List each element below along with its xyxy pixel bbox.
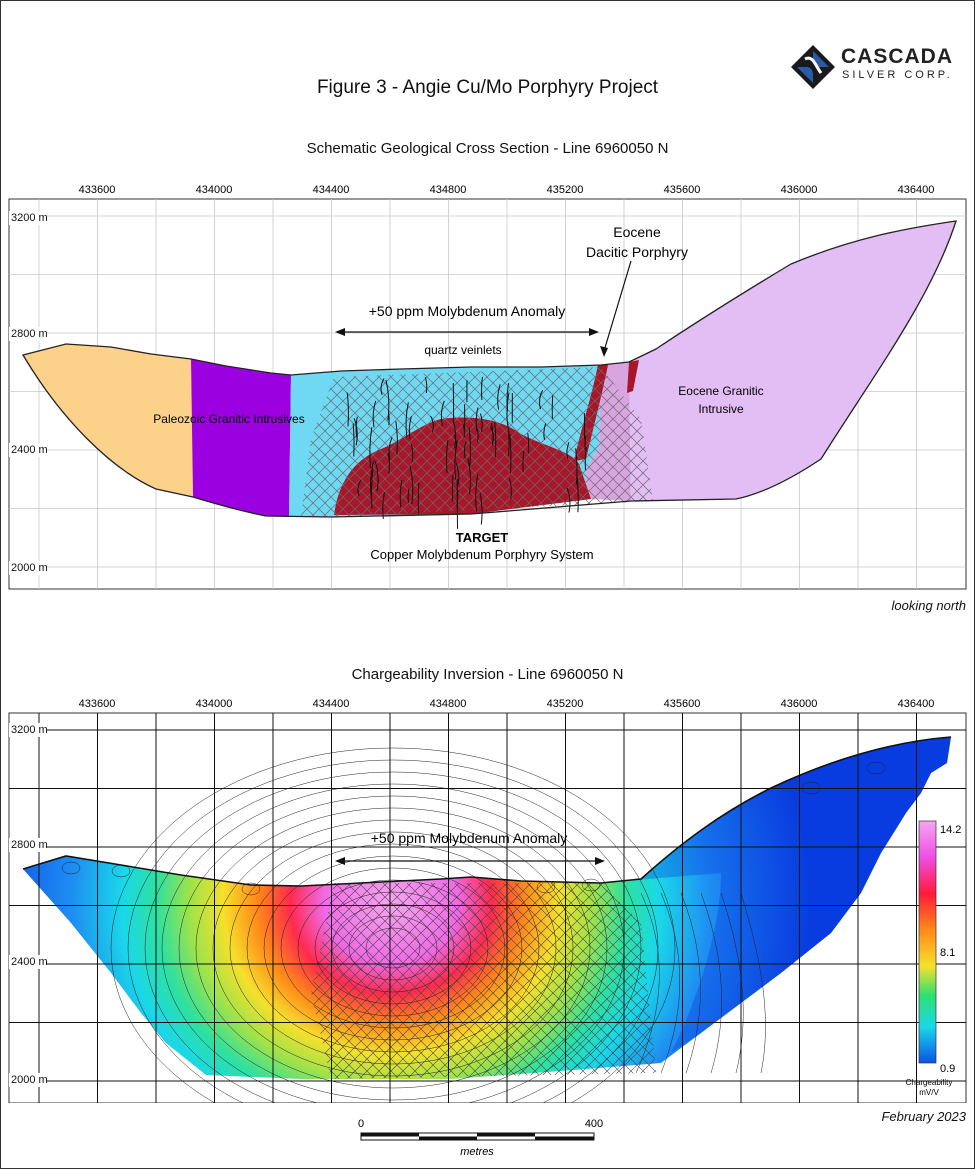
x-tick-label: 435600 [664, 184, 701, 196]
low-chargeability-zone [601, 737, 951, 1053]
x-tick-label: 434000 [196, 698, 233, 710]
colorbar-max: 14.2 [940, 824, 961, 836]
section1-subtitle: Schematic Geological Cross Section - Lin… [306, 140, 669, 157]
date-note: February 2023 [881, 1109, 966, 1124]
label-intrusive: Intrusive [698, 402, 744, 416]
section2-elev-2000: 2000 m [11, 1074, 48, 1086]
section1-elev-2400: 2400 m [11, 444, 48, 456]
scale-start: 0 [358, 1118, 364, 1130]
label-eocene-granitic: Eocene Granitic [678, 384, 763, 398]
x-tick-label: 434800 [430, 184, 467, 196]
section1-outline [21, 220, 957, 518]
colorbar-title: Chargeability [906, 1078, 953, 1087]
dacitic-pointer-arrow [603, 260, 632, 352]
x-tick-label: 436000 [781, 698, 818, 710]
section2-x-axis: 433600 434000 434400 434800 435200 435600 4360… [79, 698, 935, 710]
scale-end: 400 [585, 1118, 603, 1130]
logo-diamond-icon [791, 45, 835, 89]
section2-elev-3200: 3200 m [11, 724, 48, 736]
scale-unit: metres [460, 1146, 494, 1158]
section2-label-mo-anomaly: +50 ppm Molybdenum Anomaly [371, 830, 568, 846]
unit-paleozoic-purple [191, 359, 291, 517]
chargeability-contours [61, 747, 886, 1103]
figure-title: Figure 3 - Angie Cu/Mo Porphyry Project [316, 77, 659, 98]
logo-word-silver: SILVER CORP. [842, 69, 953, 81]
label-target: TARGET [456, 530, 509, 545]
x-tick-label: 434000 [196, 184, 233, 196]
logo-word-cascada: CASCADA [841, 45, 953, 68]
x-tick-label: 434800 [430, 698, 467, 710]
x-tick-label: 435600 [664, 698, 701, 710]
quartz-veinlets [346, 376, 587, 529]
section1-elev-2000: 2000 m [11, 562, 48, 574]
label-paleozoic: Paleozoic Granitic Intrusives [153, 412, 304, 426]
section2-subtitle: Chargeability Inversion - Line 6960050 N [351, 666, 624, 683]
geological-cross-section: 433600 434000 434400 434800 435200 435600 4360… [8, 184, 967, 590]
unit-paleozoic-orange [23, 344, 193, 497]
looking-north-note: looking north [891, 598, 966, 613]
chargeability-colorbar [918, 820, 937, 1064]
x-tick-label: 436000 [781, 184, 818, 196]
section1-elev-2800: 2800 m [11, 328, 48, 340]
section2-grid [9, 713, 966, 1103]
x-tick-label: 434400 [313, 184, 350, 196]
label-mo-anomaly: +50 ppm Molybdenum Anomaly [369, 303, 566, 319]
x-tick-label: 433600 [79, 184, 116, 196]
label-target-system: Copper Molybdenum Porphyry System [370, 547, 593, 562]
topography-line [22, 736, 952, 887]
section2-elevations: 3200 m 2800 m 2400 m 2000 m [9, 723, 48, 1087]
section1-elev-3200: 3200 m [11, 212, 48, 224]
colorbar-mid: 8.1 [940, 947, 955, 959]
x-tick-label: 436400 [898, 698, 935, 710]
section1-x-axis: 433600 434000 434400 434800 435200 435600 4360… [79, 184, 935, 196]
cascada-logo: CASCADA SILVER CORP. [789, 41, 969, 91]
x-tick-label: 435200 [547, 698, 584, 710]
section2-elev-2800: 2800 m [11, 839, 48, 851]
unit-dacitic-dyke-east [627, 360, 639, 393]
x-tick-label: 434400 [313, 698, 350, 710]
label-dacitic-porphyry: Dacitic Porphyry [586, 244, 688, 260]
section1-elevations: 3200 m 2800 m 2400 m 2000 m [9, 211, 48, 575]
x-tick-label: 435200 [547, 184, 584, 196]
unit-eocene-granitic [629, 221, 956, 501]
x-tick-label: 433600 [79, 698, 116, 710]
label-quartz-veinlets: quartz veinlets [424, 343, 501, 357]
label-eocene: Eocene [613, 224, 661, 240]
section2-anomaly-hatch [311, 883, 656, 1079]
colorbar-min: 0.9 [940, 1063, 955, 1075]
chargeability-inversion: 433600 434000 434400 434800 435200 435600 4360… [8, 698, 967, 1103]
colorbar-unit: mV/V [919, 1088, 939, 1097]
section2-elev-2400: 2400 m [11, 956, 48, 968]
scale-bar: 0 400 metres [358, 1118, 603, 1158]
x-tick-label: 436400 [898, 184, 935, 196]
